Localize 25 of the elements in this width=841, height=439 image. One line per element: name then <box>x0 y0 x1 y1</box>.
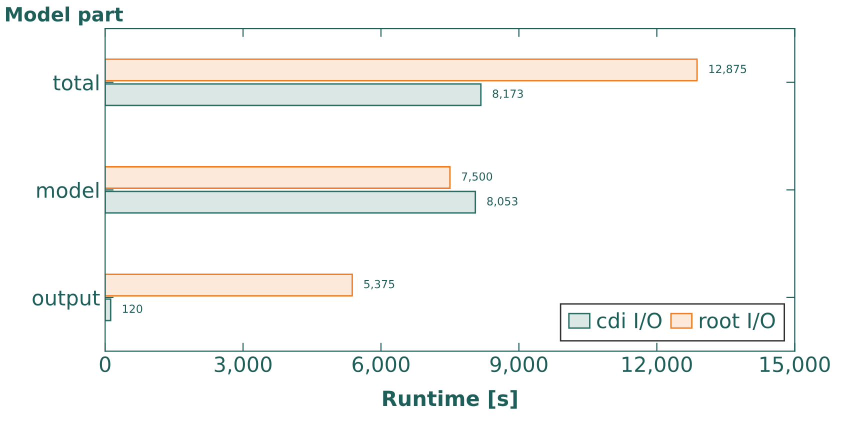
data-label: 8,173 <box>492 90 523 100</box>
bar <box>105 274 353 297</box>
bar <box>105 58 698 82</box>
y-tick-label: total <box>53 74 98 91</box>
x-axis-title: Runtime [s] <box>383 390 517 409</box>
x-tick-label: 3,000 <box>214 356 272 374</box>
x-tick-label: 12,000 <box>622 356 692 374</box>
x-tick-label: 15,000 <box>760 356 830 374</box>
legend-label: cdi I/O <box>597 312 662 330</box>
data-label: 12,875 <box>709 64 746 74</box>
legend-label: root I/O <box>700 312 775 330</box>
x-tick-label: 6,000 <box>352 356 410 374</box>
x-tick-label: 0 <box>100 356 110 372</box>
y-axis-title: Model part <box>6 6 123 26</box>
data-label: 7,500 <box>462 172 492 182</box>
bar <box>105 190 476 214</box>
bar <box>105 298 112 322</box>
bar <box>105 83 482 106</box>
data-label: 8,053 <box>487 197 518 207</box>
bar <box>105 166 451 189</box>
y-tick-label: model <box>37 182 98 198</box>
data-label: 120 <box>122 304 142 314</box>
data-label: 5,375 <box>364 280 394 290</box>
x-tick-label: 9,000 <box>490 356 548 374</box>
y-tick-label: output <box>32 290 100 310</box>
